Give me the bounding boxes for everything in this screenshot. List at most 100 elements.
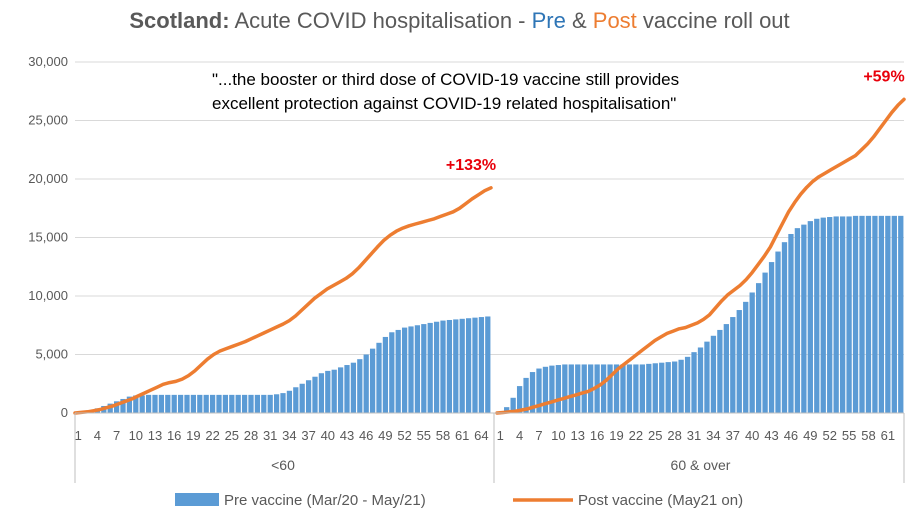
x-tick-label: 25: [648, 428, 662, 443]
post-vaccine-line: [73, 186, 493, 415]
bar: [801, 224, 807, 413]
bar: [363, 354, 369, 413]
x-tick-label: 4: [516, 428, 523, 443]
bar: [421, 324, 427, 413]
bar: [369, 348, 376, 413]
bar: [139, 395, 145, 413]
bar: [427, 322, 433, 413]
x-tick-label: 34: [706, 428, 720, 443]
x-tick-label: 10: [551, 428, 565, 443]
category-label: <60: [271, 457, 295, 473]
legend-label-post: Post vaccine (May21 on): [578, 492, 743, 509]
bar: [216, 394, 222, 413]
x-tick-label: 64: [474, 428, 488, 443]
bar: [344, 365, 350, 413]
bar: [717, 329, 723, 413]
bar: [337, 367, 344, 413]
bar: [126, 396, 133, 413]
percent-change-label: +133%: [446, 157, 496, 174]
bar: [659, 362, 665, 413]
lines: [73, 97, 906, 415]
bar: [504, 407, 510, 413]
bar: [453, 319, 459, 413]
bar: [248, 394, 254, 413]
bar: [536, 368, 542, 413]
bar: [235, 394, 241, 413]
bar: [691, 352, 697, 413]
bar: [878, 215, 885, 413]
bar: [267, 394, 273, 413]
bar: [312, 376, 318, 413]
bar: [408, 326, 414, 413]
x-tick-label: 1: [75, 428, 82, 443]
bar: [165, 394, 171, 413]
x-tick-label: 46: [784, 428, 798, 443]
bar: [542, 366, 549, 413]
bar: [382, 336, 389, 413]
bar: [190, 394, 197, 413]
bar: [743, 301, 749, 413]
y-tick-label: 0: [61, 405, 68, 420]
x-tick-label: 37: [301, 428, 315, 443]
x-tick-label: 13: [571, 428, 585, 443]
bar: [280, 393, 286, 413]
bar: [120, 398, 126, 413]
bar: [672, 361, 678, 413]
bar: [891, 215, 897, 413]
bar: [865, 215, 872, 413]
bar: [575, 364, 581, 413]
x-tick-label: 52: [397, 428, 411, 443]
y-axis-ticks: 0 5,000 10,000 15,000 20,000 25,000 30,000: [28, 54, 68, 420]
bar: [222, 394, 229, 413]
bar: [293, 387, 299, 413]
bar: [433, 321, 440, 413]
bar: [414, 325, 421, 413]
bar: [478, 317, 485, 413]
bar: [581, 364, 587, 413]
x-tick-label: 52: [822, 428, 836, 443]
bar: [652, 363, 658, 413]
bar: [459, 318, 465, 413]
bar: [568, 364, 574, 413]
bar: [171, 394, 177, 413]
chart-title: Scotland: Acute COVID hospitalisation - …: [0, 8, 919, 34]
bars: [81, 215, 904, 413]
bar: [229, 394, 235, 413]
bar: [781, 242, 788, 413]
y-tick-label: 5,000: [35, 347, 68, 362]
bar: [633, 364, 639, 413]
bar: [852, 215, 859, 413]
x-tick-label: 19: [186, 428, 200, 443]
x-tick-label: 13: [148, 428, 162, 443]
quote-line-1: "...the booster or third dose of COVID-1…: [212, 70, 679, 89]
x-tick-label: 19: [609, 428, 623, 443]
x-axis: 1 4 7 10 13 16 19 22 25 28 31 34 37 40 43 46 49 52 55 58 61 6…: [74, 412, 905, 483]
x-tick-label: 55: [417, 428, 431, 443]
bar: [885, 215, 891, 413]
bar: [184, 394, 190, 413]
bar: [395, 329, 401, 413]
bar: [446, 319, 453, 413]
bar: [261, 394, 267, 413]
bar: [639, 364, 646, 413]
bar: [620, 364, 626, 413]
quote-line-2: excellent protection against COVID-19 re…: [212, 94, 676, 113]
y-tick-label: 30,000: [28, 54, 68, 69]
x-tick-label: 22: [629, 428, 643, 443]
bar: [203, 394, 209, 413]
x-tick-label: 1: [497, 428, 504, 443]
category-label: 60 & over: [671, 457, 731, 473]
x-tick-label: 49: [803, 428, 817, 443]
bar: [465, 318, 472, 413]
x-tick-label: 40: [321, 428, 335, 443]
bar: [833, 216, 839, 413]
x-tick-label: 31: [687, 428, 701, 443]
title-bold: Scotland:: [129, 8, 230, 33]
bar: [485, 316, 491, 413]
bar: [788, 233, 794, 413]
x-tick-label: 58: [861, 428, 875, 443]
x-tick-label: 7: [113, 428, 120, 443]
bar: [749, 292, 755, 413]
y-tick-label: 20,000: [28, 171, 68, 186]
bar: [555, 365, 562, 413]
